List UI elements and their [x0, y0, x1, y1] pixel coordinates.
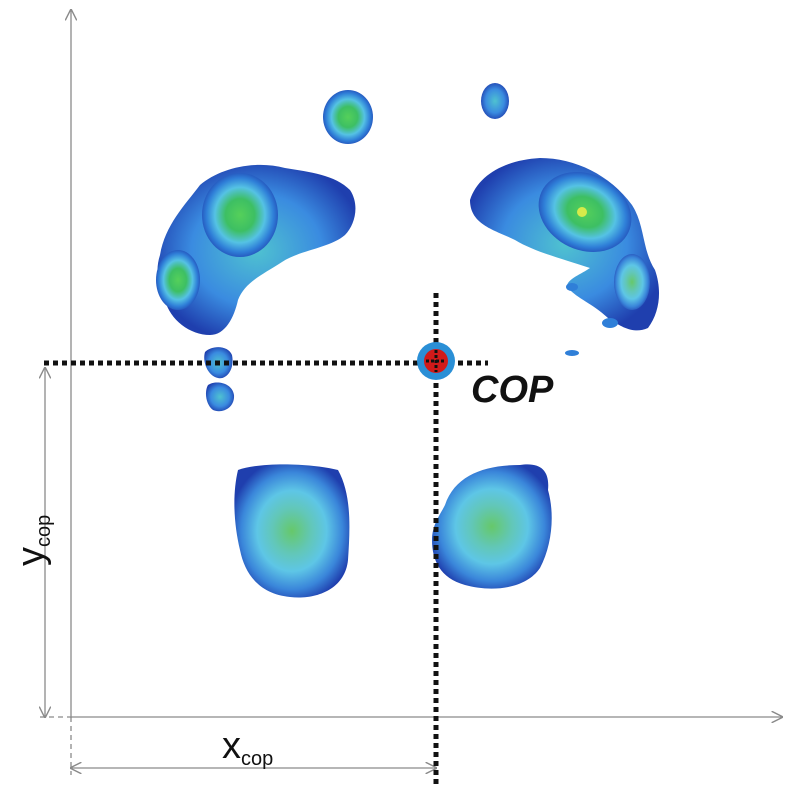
top-right-island — [481, 83, 509, 119]
xcop-label-main: x — [222, 725, 241, 767]
right-speck-2 — [602, 318, 618, 328]
xcop-label-sub: cop — [241, 748, 273, 770]
xcop-label: xcop — [222, 725, 273, 770]
right-outer-toe — [614, 254, 650, 310]
right-toe-hotspot — [577, 207, 587, 217]
axes — [40, 10, 782, 775]
right-speck-3 — [565, 350, 579, 356]
dimension-arrows — [45, 368, 436, 768]
target-circle-icon — [417, 342, 455, 380]
ycop-label-main: y — [10, 547, 52, 566]
left-drip-2 — [205, 382, 235, 412]
right-heel-region — [432, 464, 552, 589]
ycop-label: ycop — [10, 515, 55, 566]
svg-text:ycop: ycop — [10, 515, 55, 566]
left-toe-core — [202, 173, 278, 257]
ycop-label-sub: cop — [33, 515, 55, 547]
left-heel-region — [234, 464, 350, 598]
cop-label: COP — [471, 369, 554, 411]
right-speck-1 — [566, 283, 578, 291]
left-outer-toe — [156, 250, 200, 310]
top-left-island — [323, 90, 373, 144]
pressure-regions — [156, 83, 660, 598]
